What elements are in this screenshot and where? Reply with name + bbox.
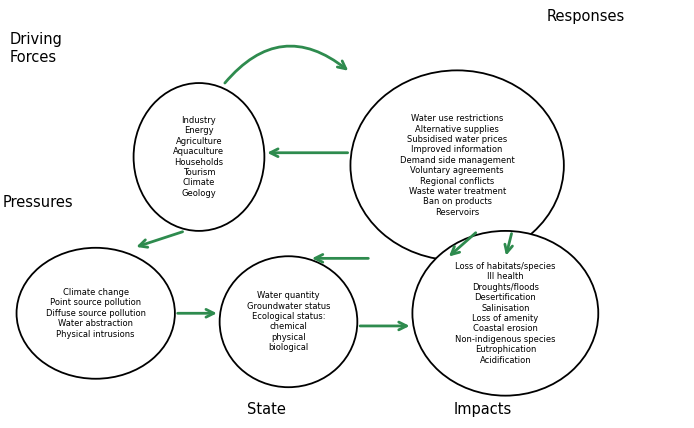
Ellipse shape (133, 83, 264, 231)
Text: Water quantity
Groundwater status
Ecological status:
chemical
physical
biologica: Water quantity Groundwater status Ecolog… (247, 291, 330, 352)
Text: State: State (247, 402, 286, 417)
Ellipse shape (350, 70, 564, 261)
Text: Pressures: Pressures (3, 195, 74, 210)
Text: Industry
Energy
Agriculture
Aquaculture
Households
Tourism
Climate
Geology: Industry Energy Agriculture Aquaculture … (174, 116, 225, 198)
Text: Climate change
Point source pollution
Diffuse source pollution
Water abstraction: Climate change Point source pollution Di… (46, 288, 146, 339)
Ellipse shape (17, 248, 175, 379)
Text: Loss of habitats/species
Ill health
Droughts/floods
Desertification
Salinisation: Loss of habitats/species Ill health Drou… (455, 262, 556, 365)
Text: Responses: Responses (547, 9, 625, 24)
Text: Impacts: Impacts (454, 402, 512, 417)
Text: Water use restrictions
Alternative supplies
Subsidised water prices
Improved inf: Water use restrictions Alternative suppl… (400, 114, 514, 217)
Ellipse shape (412, 231, 598, 395)
Ellipse shape (219, 256, 357, 387)
Text: Driving
Forces: Driving Forces (10, 33, 62, 65)
